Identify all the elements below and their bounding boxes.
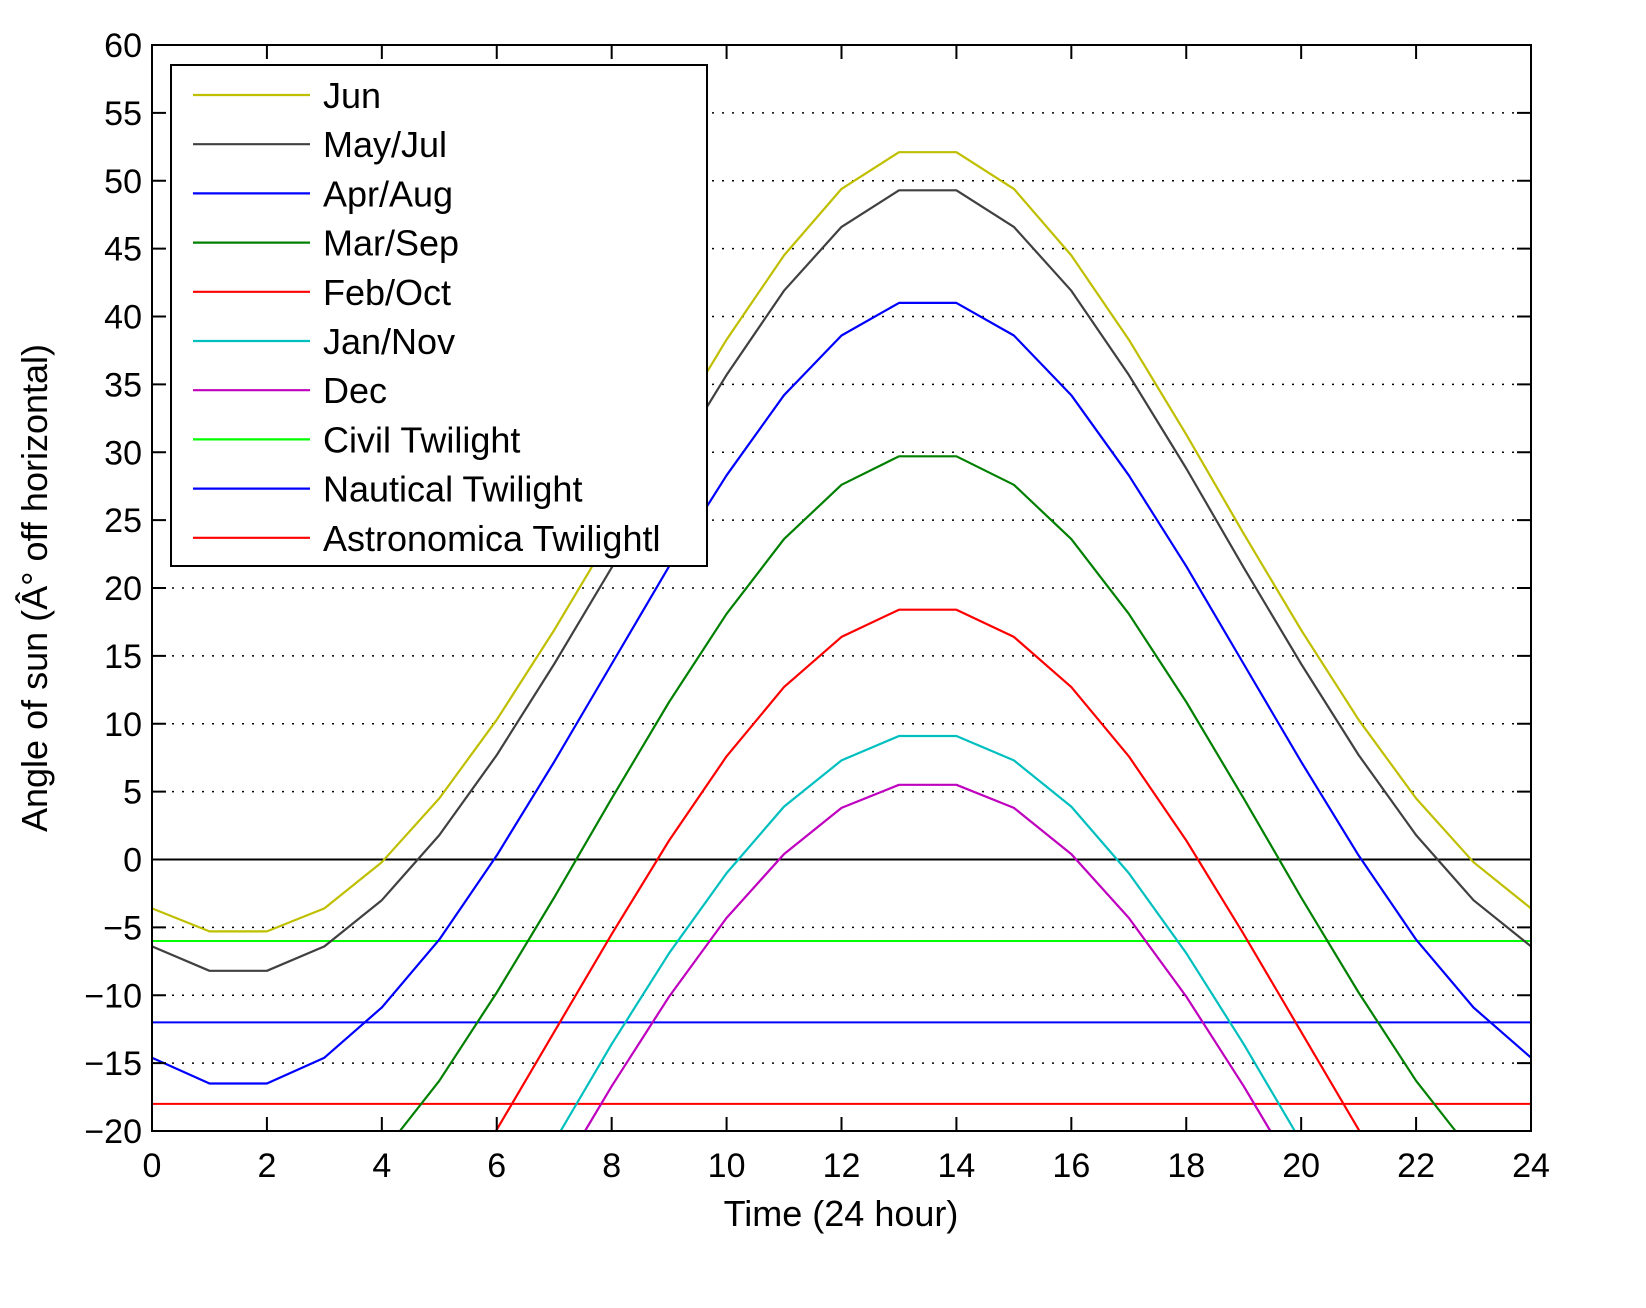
y-tick-label: 0 [123, 842, 142, 880]
y-tick-label: 25 [104, 502, 142, 540]
x-tick-label: 6 [487, 1147, 506, 1185]
x-tick-label: 14 [938, 1147, 976, 1185]
y-tick-label: 5 [123, 774, 142, 812]
legend-label: Dec [323, 370, 387, 411]
series-line [399, 455, 1457, 1132]
x-tick-label: 20 [1282, 1147, 1320, 1185]
legend-box [170, 64, 708, 567]
legend-label: Apr/Aug [323, 173, 453, 214]
series-line [494, 608, 1361, 1132]
x-tick-label: 2 [257, 1147, 276, 1185]
series-line [151, 189, 1532, 972]
y-axis-label: Angle of sun (Â° off horizontal) [14, 344, 55, 832]
reference-lines [152, 858, 1531, 1105]
legend-label: Civil Twilight [323, 419, 520, 460]
series-line [151, 151, 1532, 933]
x-tick-label: 18 [1167, 1147, 1205, 1185]
y-tick-label: −5 [103, 909, 142, 947]
legend-label: Mar/Sep [323, 223, 459, 264]
y-tick-label: 40 [104, 299, 142, 337]
series-line [559, 734, 1296, 1132]
x-tick-label: 0 [143, 1147, 162, 1185]
x-tick-label: 8 [602, 1147, 621, 1185]
y-tick-label: −10 [84, 977, 142, 1015]
series-lines [151, 151, 1532, 1132]
y-tick-label: −20 [84, 1113, 142, 1151]
y-tick-label: 35 [104, 366, 142, 404]
x-tick-label: 4 [372, 1147, 391, 1185]
legend-label: Feb/Oct [323, 272, 451, 313]
y-tick-label: 20 [104, 570, 142, 608]
y-tick-label: −15 [84, 1045, 142, 1083]
legend-label: May/Jul [323, 124, 447, 165]
legend-label: Nautical Twilight [323, 469, 582, 510]
y-tick-label: 15 [104, 638, 142, 676]
x-tick-label: 10 [708, 1147, 746, 1185]
x-tick-label: 12 [823, 1147, 861, 1185]
legend-label: Jan/Nov [323, 321, 455, 362]
x-tick-label: 22 [1397, 1147, 1435, 1185]
legend-label: Jun [323, 75, 381, 116]
x-tick-label: 16 [1052, 1147, 1090, 1185]
y-tick-label: 60 [104, 27, 142, 65]
y-tick-label: 45 [104, 231, 142, 269]
y-tick-label: 50 [104, 163, 142, 201]
y-tick-label: 30 [104, 434, 142, 472]
series-line [151, 301, 1532, 1085]
legend: Jun May/Jul Apr/Aug Mar/Sep Feb/Oct Jan/Nov De… [170, 64, 708, 567]
x-tick-label: 24 [1512, 1147, 1550, 1185]
x-axis-label: Time (24 hour) [724, 1193, 959, 1234]
y-tick-label: 55 [104, 95, 142, 133]
y-tick-label: 10 [104, 706, 142, 744]
legend-label: Astronomica Twilightl [323, 518, 660, 559]
series-line [584, 783, 1272, 1132]
